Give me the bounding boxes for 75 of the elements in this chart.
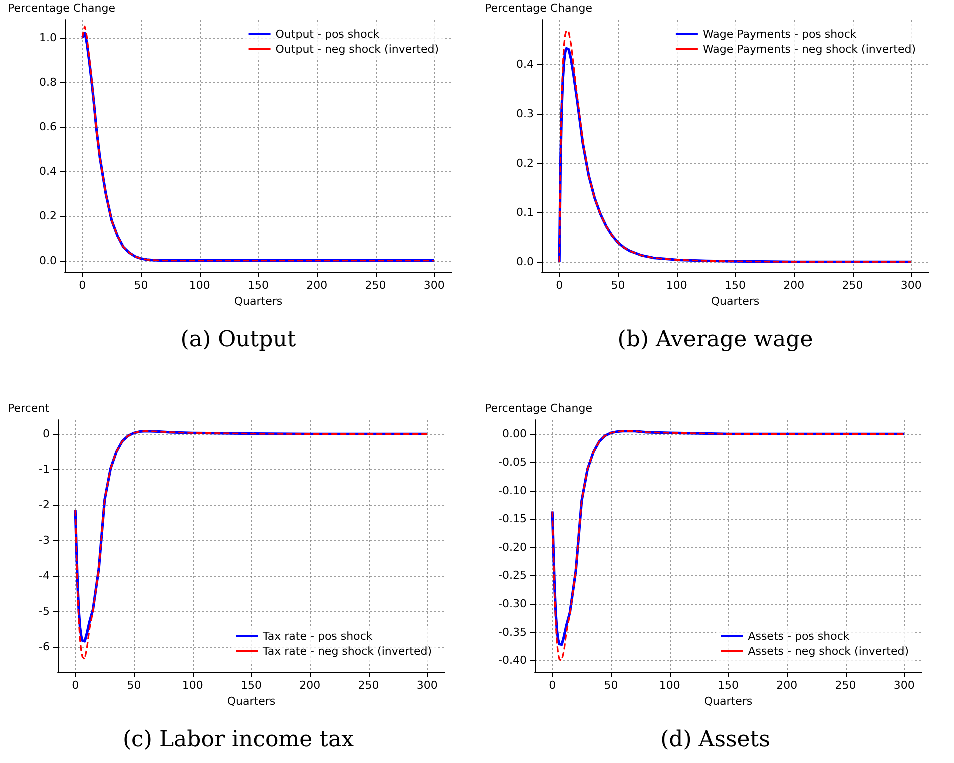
x-tick-label: 100 (666, 279, 688, 292)
y-tick-label: -1 (39, 463, 50, 476)
x-tick-label: 150 (248, 279, 269, 292)
x-axis-title: Quarters (227, 694, 276, 708)
x-tick-label: 0 (79, 279, 86, 292)
y-tick-label: 0.6 (40, 120, 57, 134)
y-tick-label: 0.4 (40, 165, 57, 178)
x-tick-label: 50 (134, 279, 148, 292)
x-tick-label: 150 (725, 279, 746, 292)
y-tick-label: -3 (39, 534, 50, 548)
x-tick-label: 150 (241, 679, 262, 692)
x-tick-label: 200 (300, 679, 321, 692)
legend-label: Wage Payments - pos shock (702, 28, 858, 41)
y-tick-label: -6 (39, 640, 50, 654)
y-tick-label: -0.05 (498, 456, 527, 469)
y-axis-title: Percentage Change (485, 2, 593, 15)
y-tick-label: 0 (43, 428, 50, 441)
x-tick-label: 0 (556, 279, 564, 292)
x-tick-label: 300 (416, 679, 438, 692)
legend-label: Output - pos shock (276, 28, 380, 41)
x-tick-label: 300 (894, 679, 915, 692)
x-tick-label: 300 (424, 279, 445, 292)
x-tick-label: 250 (358, 679, 380, 692)
x-tick-label: 300 (900, 279, 922, 292)
y-tick-label: -5 (39, 605, 50, 618)
x-tick-label: 200 (784, 279, 805, 292)
y-tick-label: -0.25 (498, 569, 527, 582)
y-tick-label: 0.1 (516, 206, 534, 220)
text: (c) Labor income tax (122, 728, 355, 752)
legend-label: Tax rate - neg shock (inverted) (262, 645, 432, 658)
y-tick-label: -0.15 (498, 512, 527, 526)
y-tick-label: -0.10 (498, 484, 527, 498)
y-tick-label: -0.20 (498, 540, 527, 554)
x-tick-label: 200 (776, 679, 798, 692)
text: (d) Assets (660, 728, 770, 752)
y-tick-label: 0.3 (516, 107, 534, 120)
legend-label: Assets - neg shock (inverted) (748, 645, 910, 658)
y-tick-label: -0.35 (498, 626, 527, 639)
x-tick-label: 250 (365, 279, 386, 292)
y-tick-label: 0.2 (40, 210, 57, 223)
x-tick-label: 100 (659, 679, 680, 692)
y-axis-title: Percentage Change (8, 2, 116, 15)
legend-label: Assets - pos shock (748, 630, 850, 643)
y-axis-title: Percentage Change (485, 402, 593, 415)
x-tick-label: 150 (718, 679, 739, 692)
x-axis-title: Quarters (711, 294, 760, 308)
legend-label: Wage Payments - neg shock (inverted) (702, 43, 916, 56)
text: (a) Output (180, 328, 296, 352)
y-tick-label: -4 (39, 570, 50, 583)
text: (b) Average wage (618, 328, 814, 352)
x-tick-label: 0 (72, 679, 80, 692)
y-tick-label: 0.8 (40, 76, 57, 89)
legend-label: Tax rate - pos shock (262, 630, 374, 643)
x-tick-label: 200 (306, 279, 328, 292)
y-tick-label: -2 (39, 498, 50, 512)
x-tick-label: 100 (189, 279, 210, 292)
x-tick-label: 0 (549, 679, 556, 692)
y-tick-label: 0.4 (516, 58, 534, 71)
y-tick-label: 1.0 (40, 31, 57, 44)
y-tick-label: 0.0 (516, 256, 534, 269)
x-tick-label: 100 (182, 679, 204, 692)
y-tick-label: -0.30 (498, 598, 527, 611)
y-tick-label: 0.0 (40, 254, 57, 268)
y-tick-label: -0.40 (498, 654, 527, 668)
x-axis-title: Quarters (704, 694, 753, 708)
x-tick-label: 250 (842, 279, 864, 292)
y-tick-label: 0.2 (516, 156, 534, 170)
x-tick-label: 50 (604, 679, 618, 692)
x-tick-label: 50 (127, 679, 142, 692)
x-axis-title: Quarters (234, 294, 283, 308)
x-tick-label: 50 (611, 279, 626, 292)
legend-label: Output - neg shock (inverted) (276, 43, 440, 56)
y-axis-title: Percent (8, 402, 50, 415)
x-tick-label: 250 (835, 679, 856, 692)
y-tick-label: 0.00 (502, 428, 527, 441)
